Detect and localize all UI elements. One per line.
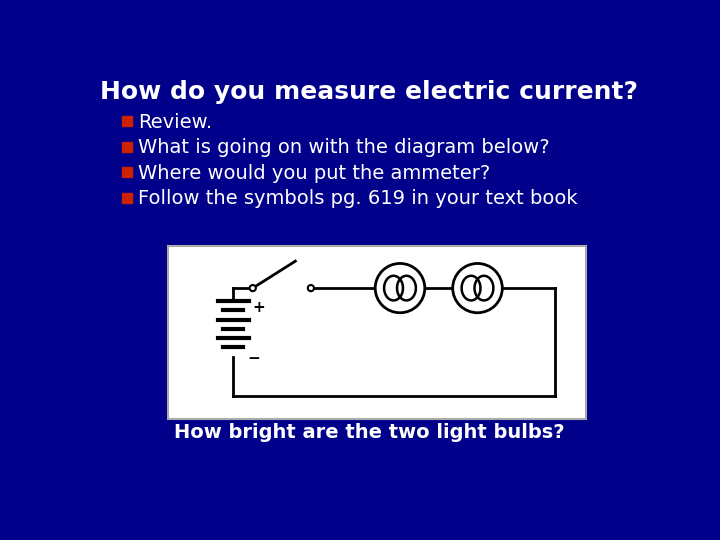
Text: −: − bbox=[248, 351, 260, 366]
Circle shape bbox=[375, 264, 425, 313]
Text: How bright are the two light bulbs?: How bright are the two light bulbs? bbox=[174, 423, 564, 442]
Text: What is going on with the diagram below?: What is going on with the diagram below? bbox=[138, 138, 549, 158]
Bar bbox=[168, 246, 586, 419]
Text: +: + bbox=[253, 300, 266, 315]
Bar bbox=[122, 193, 132, 202]
Text: Follow the symbols pg. 619 in your text book: Follow the symbols pg. 619 in your text … bbox=[138, 190, 577, 208]
Text: Review.: Review. bbox=[138, 113, 212, 132]
Circle shape bbox=[250, 285, 256, 291]
Text: How do you measure electric current?: How do you measure electric current? bbox=[100, 80, 638, 104]
Bar bbox=[122, 117, 132, 126]
Bar bbox=[122, 142, 132, 152]
Text: Where would you put the ammeter?: Where would you put the ammeter? bbox=[138, 164, 490, 183]
Circle shape bbox=[453, 264, 503, 313]
Circle shape bbox=[307, 285, 314, 291]
Bar bbox=[122, 167, 132, 177]
